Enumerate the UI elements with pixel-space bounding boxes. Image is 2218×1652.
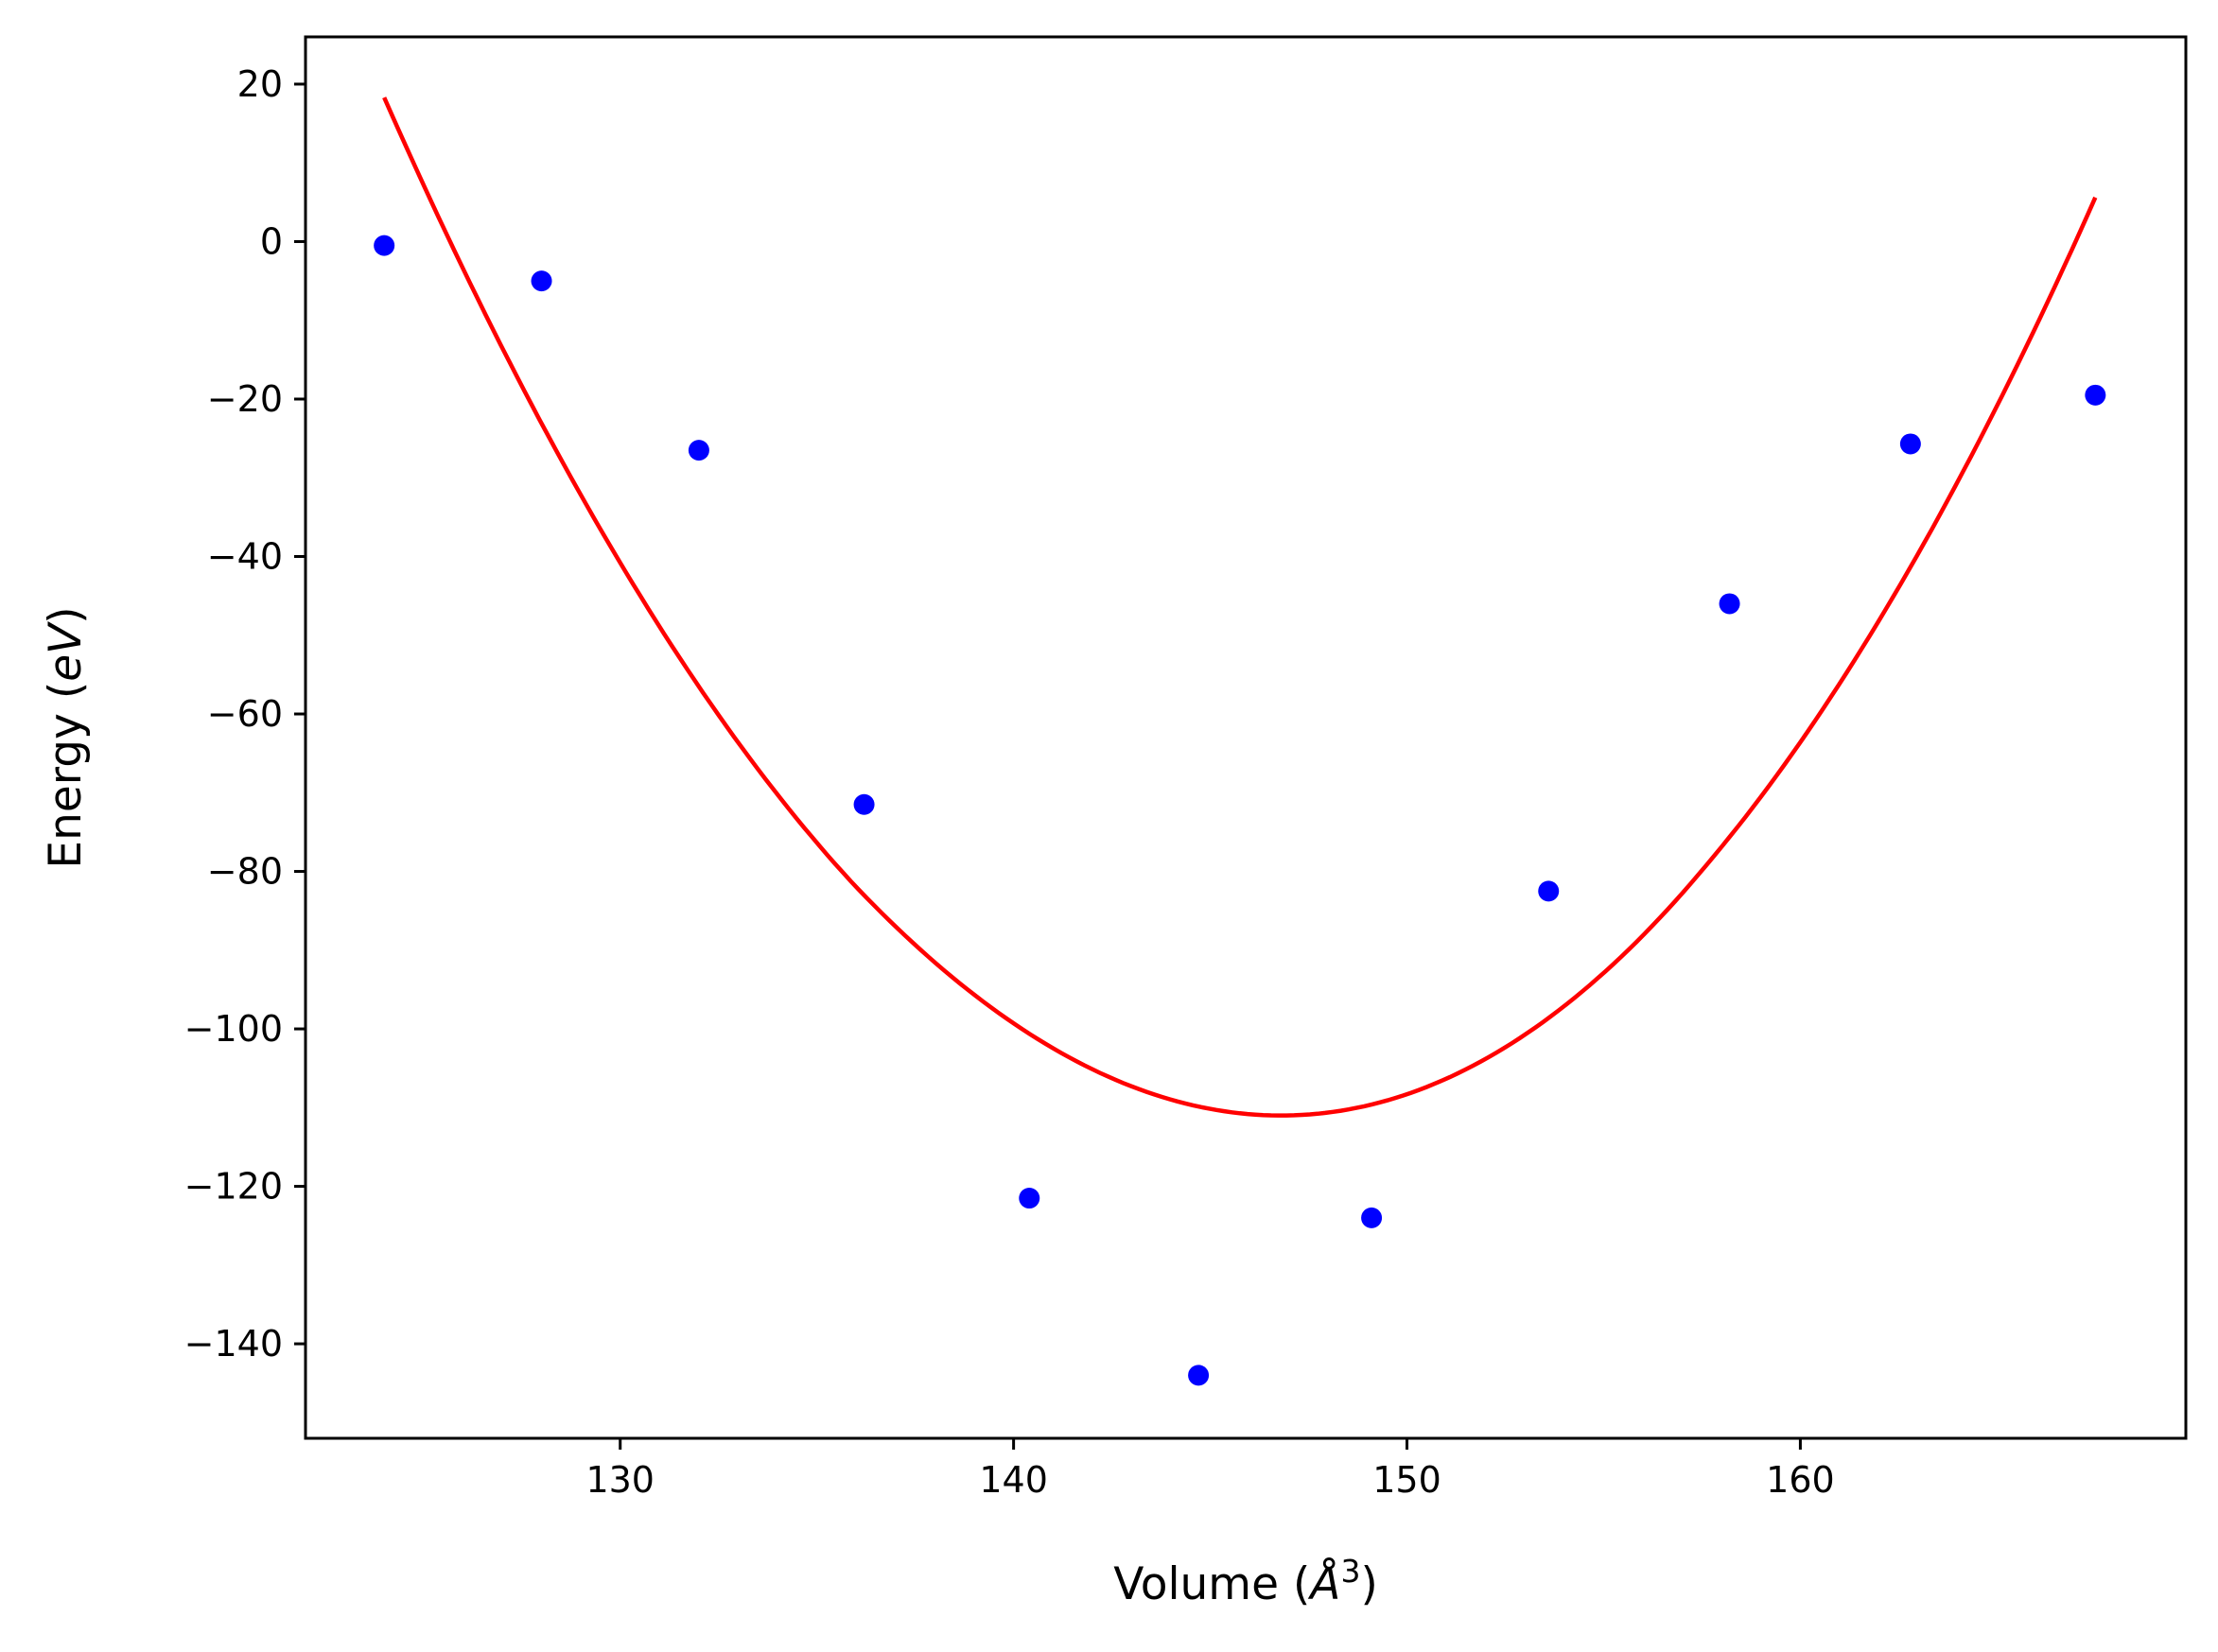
data-point [374,235,395,256]
y-axis: 20 0 −20 −40 −60 −80 −100 −120 −140 [184,63,306,1365]
y-tick-label: −100 [184,1008,283,1050]
data-point [688,440,709,461]
y-axis-label: Energy (eV) [40,606,92,868]
y-tick-label: −40 [207,536,283,578]
x-axis-label-unit: Å [1307,1558,1340,1610]
x-tick-label: 140 [979,1459,1048,1501]
y-tick-label: 0 [260,220,283,262]
data-point [531,270,552,292]
y-tick-label: −120 [184,1166,283,1208]
y-axis-label-unit: eV [40,621,92,682]
fit-curve [382,96,2098,1118]
data-point [2085,384,2106,406]
axes-frame [304,35,2188,1440]
x-tick-label: 150 [1372,1459,1441,1501]
data-point [853,793,875,815]
x-axis-label: Volume (Å3) [1113,1553,1378,1610]
data-point [1538,880,1560,902]
data-point [1188,1365,1210,1386]
data-point [1899,433,1921,455]
x-axis-label-exponent: 3 [1340,1553,1360,1590]
y-tick-label: −140 [184,1323,283,1365]
x-axis-label-text: Volume ( [1113,1558,1310,1610]
y-axis-label-text: Energy ( [40,682,92,869]
data-point [1019,1188,1040,1209]
plot-area [374,96,2106,1386]
x-tick-label: 160 [1766,1459,1835,1501]
y-axis-label-close: ) [40,606,92,623]
y-tick-label: −80 [207,851,283,893]
y-tick-label: 20 [237,63,283,105]
x-tick-label: 130 [585,1459,655,1501]
data-point [1719,593,1740,615]
y-tick-label: −60 [207,693,283,735]
x-axis: 130 140 150 160 [585,1438,1835,1501]
y-tick-label: −20 [207,378,283,420]
x-axis-label-close: ) [1360,1558,1377,1610]
data-point [1361,1207,1383,1228]
